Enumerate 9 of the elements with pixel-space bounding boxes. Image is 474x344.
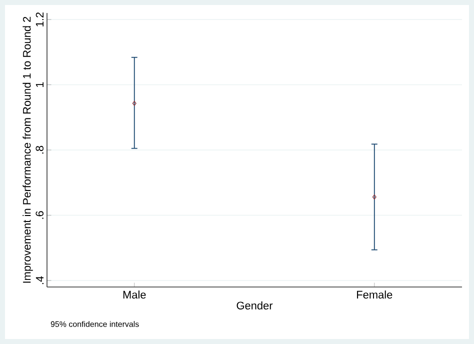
y-tick-label: .4 [36, 276, 44, 284]
x-tick-label: Female [357, 290, 392, 299]
x-axis-title: Gender [236, 301, 273, 310]
y-tick-label: .8 [36, 146, 44, 154]
y-tick-label: 1.2 [36, 12, 44, 26]
y-axis-title: Improvement in Performance from Round 1 to Round 2 [22, 16, 33, 283]
x-tick-label: Male [123, 290, 146, 299]
y-tick-label: 1 [36, 82, 44, 87]
y-tick-label: .6 [36, 211, 44, 219]
